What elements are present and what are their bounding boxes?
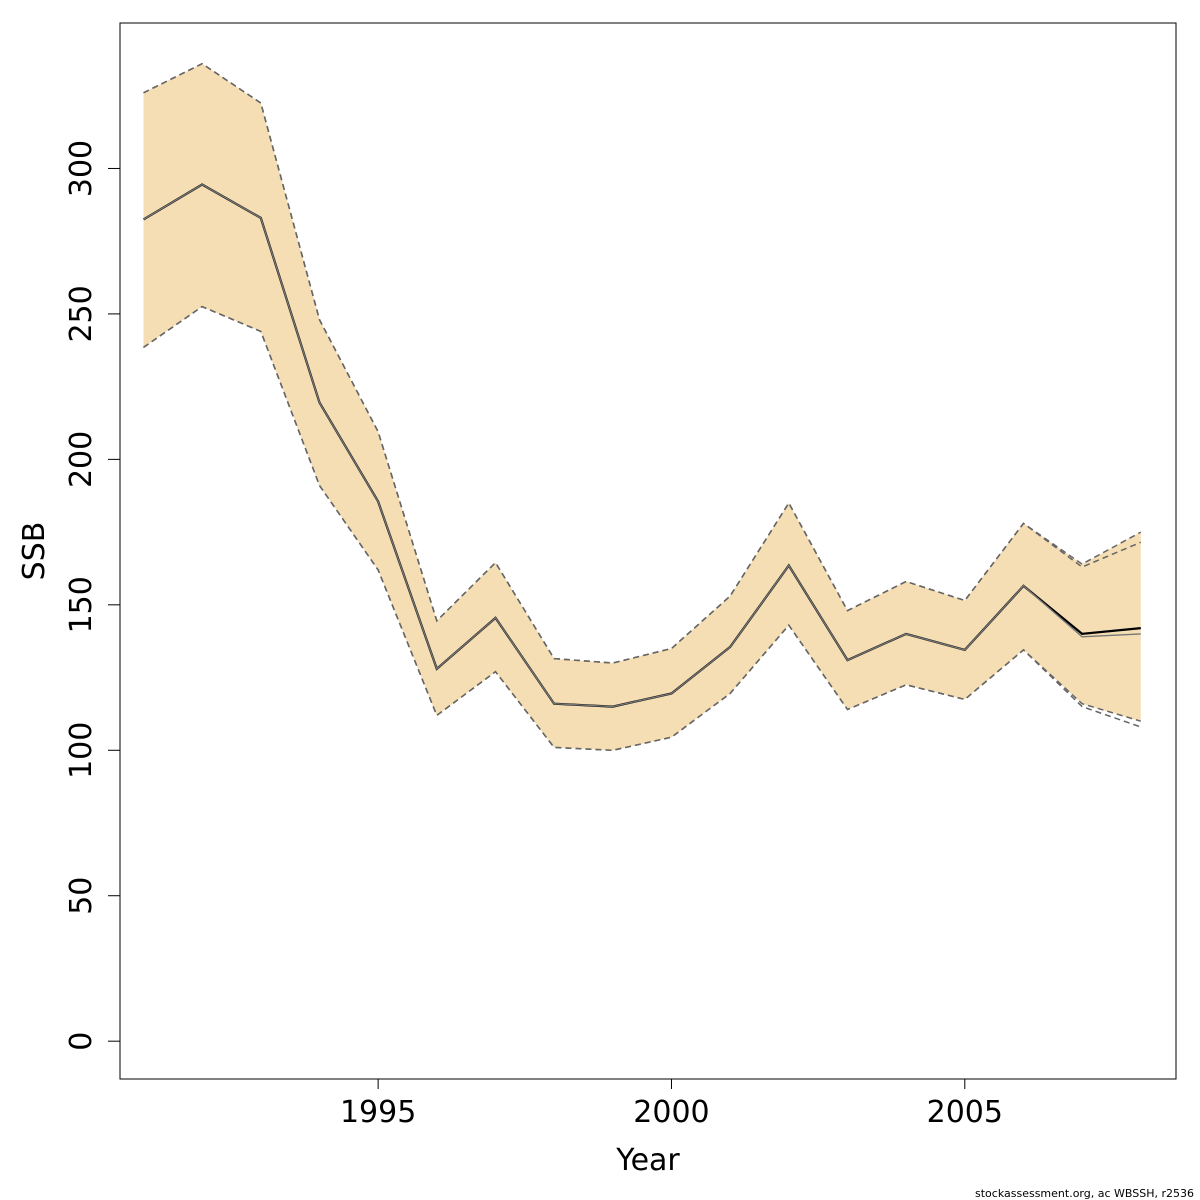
x-axis: 1995 2000 2005 bbox=[340, 1078, 1003, 1130]
ssb-retro-line bbox=[143, 183, 1141, 708]
ssb-line-layer bbox=[142, 183, 1141, 708]
confidence-bound-layer bbox=[143, 62, 1142, 752]
footer-credit: stockassessment.org, ac WBSSH, r2536 bbox=[975, 1187, 1194, 1200]
y-axis: 0 50 100 150 200 250 300 bbox=[64, 140, 121, 1051]
upper-bound-line bbox=[143, 62, 1142, 664]
x-tick-label: 2005 bbox=[927, 1095, 1003, 1130]
y-tick-label: 100 bbox=[64, 722, 99, 779]
y-tick-label: 300 bbox=[64, 140, 99, 197]
y-tick-label: 0 bbox=[64, 1032, 99, 1051]
x-tick-label: 2000 bbox=[633, 1095, 709, 1130]
confidence-band-layer bbox=[143, 63, 1141, 751]
y-axis-title: SSB bbox=[17, 522, 52, 581]
lower-bound-line bbox=[143, 305, 1142, 752]
y-tick-label: 50 bbox=[64, 877, 99, 915]
y-tick-label: 250 bbox=[64, 285, 99, 342]
y-tick-label: 150 bbox=[64, 576, 99, 633]
x-tick-label: 1995 bbox=[340, 1095, 416, 1130]
x-axis-title: Year bbox=[615, 1143, 680, 1178]
y-tick-label: 200 bbox=[64, 431, 99, 488]
confidence-band bbox=[143, 63, 1141, 751]
